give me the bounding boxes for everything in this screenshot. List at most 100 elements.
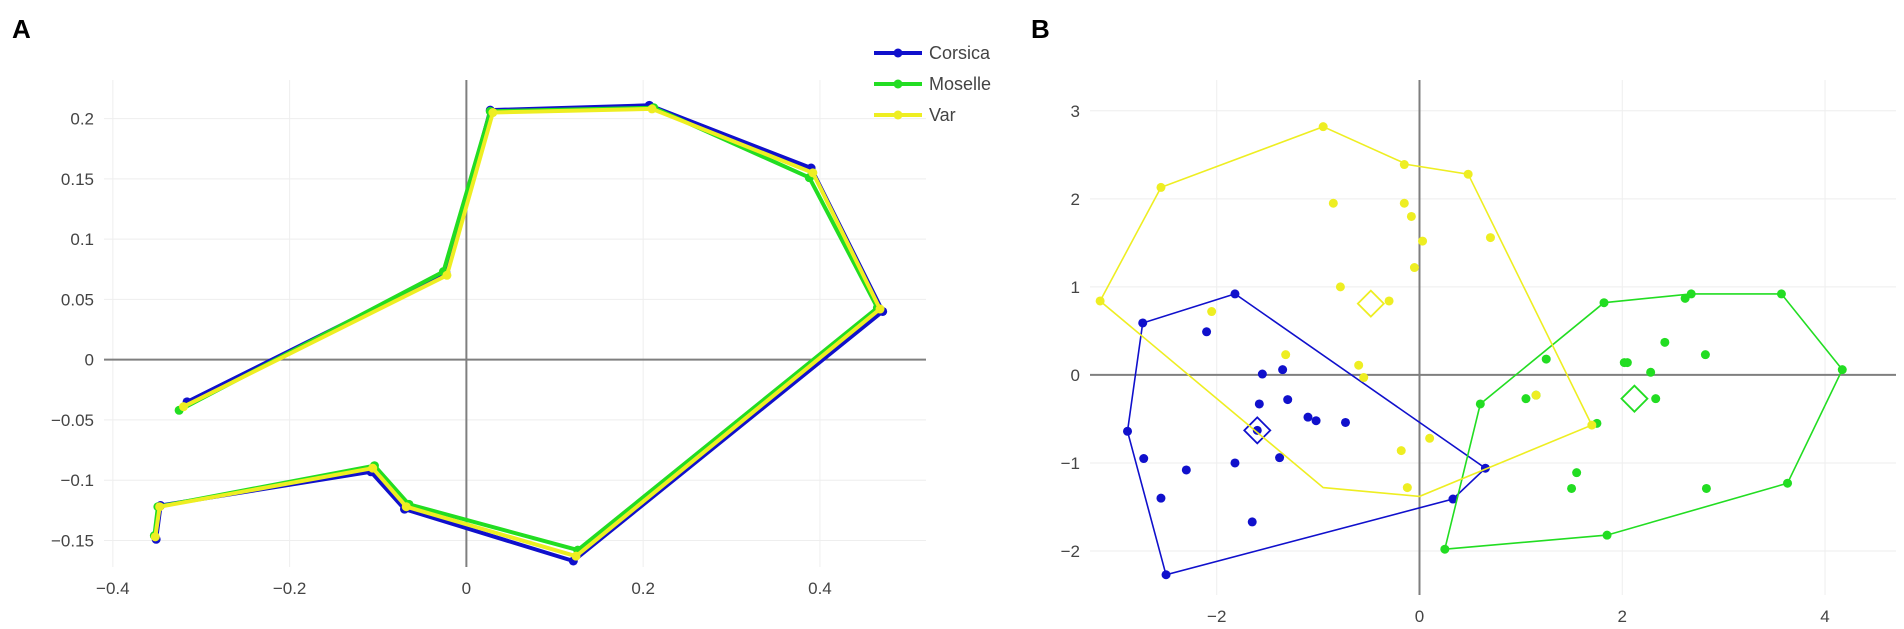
chart-b-centroid-moselle (1620, 384, 1649, 413)
chart-b-point-var (1399, 160, 1409, 170)
chart-a-point-var (155, 502, 165, 512)
chart-b-point-corsica (1252, 425, 1262, 435)
chart-b-x-tick-label: 4 (1820, 607, 1829, 626)
chart-a-y-tick-label: −0.05 (51, 411, 94, 430)
chart-a-x-tick-label: −0.4 (96, 579, 130, 598)
chart-a-line-var (153, 106, 882, 559)
chart-a-point-var (179, 402, 189, 412)
legend-item-var[interactable]: Var (874, 105, 956, 125)
chart-a-point-var (150, 532, 160, 542)
chart-a-x-tick-label: 0.4 (808, 579, 832, 598)
chart-b-point-corsica (1156, 493, 1166, 503)
chart-b-point-var (1485, 233, 1495, 243)
chart-b-hull-var (1099, 125, 1593, 498)
chart-a-point-var (875, 304, 885, 314)
chart-b-y-tick-label: 1 (1071, 278, 1080, 297)
chart-b-point-moselle (1572, 468, 1582, 478)
legend-item-moselle[interactable]: Moselle (874, 74, 991, 94)
chart-b-point-var (1463, 169, 1473, 179)
chart-b-point-var (1425, 433, 1435, 443)
chart-b-point-moselle (1776, 289, 1786, 299)
panel-letter-b: B (1031, 14, 1050, 44)
chart-a-y-tick-label: 0.2 (70, 110, 94, 129)
chart-b-point-moselle (1783, 478, 1793, 488)
chart-b-point-moselle (1622, 358, 1632, 368)
chart-b-point-corsica (1247, 517, 1257, 527)
chart-a: −0.4 −0.2 0 0.2 0.4 −0.15 −0.1 −0.05 0 0.05 0.1 0.1… (51, 80, 926, 598)
chart-b-point-moselle (1602, 530, 1612, 540)
legend-label-moselle: Moselle (929, 74, 991, 94)
chart-b-point-moselle (1475, 399, 1485, 409)
chart-b-hull-moselle (1443, 293, 1844, 551)
chart-b-point-corsica (1181, 465, 1191, 475)
chart-b-point-corsica (1448, 494, 1458, 504)
chart-a-series-var (150, 104, 885, 561)
chart-b-point-moselle (1701, 483, 1711, 493)
chart-b-point-var (1359, 373, 1369, 383)
chart-a-series-corsica (151, 100, 888, 566)
chart-b-point-var (1281, 350, 1291, 360)
chart-b-point-var (1402, 483, 1412, 493)
chart-b-point-moselle (1700, 350, 1710, 360)
chart-b-point-var (1399, 198, 1409, 208)
chart-b-point-corsica (1283, 395, 1293, 405)
chart-b-point-moselle (1646, 367, 1656, 377)
chart-a-line-moselle (152, 105, 880, 553)
chart-b-point-corsica (1303, 412, 1313, 422)
chart-b-point-corsica (1138, 318, 1148, 328)
chart-b-point-var (1328, 198, 1338, 208)
chart-b-series-corsica (1123, 289, 1490, 580)
chart-a-point-var (401, 502, 411, 512)
chart-b-point-var (1156, 182, 1166, 192)
chart-b-point-corsica (1139, 454, 1149, 464)
chart-b-point-moselle (1651, 394, 1661, 404)
chart-a-y-tick-label: 0.05 (61, 290, 94, 309)
chart-a-x-tick-label: 0.2 (631, 579, 655, 598)
chart-b-point-corsica (1123, 426, 1133, 436)
legend-item-corsica[interactable]: Corsica (874, 43, 991, 63)
chart-b-y-tick-label: 2 (1071, 190, 1080, 209)
chart-b-point-var (1531, 390, 1541, 400)
chart-a-y-tick-label: 0.15 (61, 170, 94, 189)
chart-b-point-var (1396, 446, 1406, 456)
chart-b-point-moselle (1567, 483, 1577, 493)
panel-letter-a: A (12, 14, 31, 44)
chart-b-y-tick-label: 3 (1071, 102, 1080, 121)
chart-a-point-var (808, 168, 818, 178)
chart-b-point-corsica (1161, 570, 1171, 580)
chart-b-point-corsica (1254, 399, 1264, 409)
chart-b-x-tick-label: −2 (1207, 607, 1226, 626)
chart-b-point-moselle (1521, 394, 1531, 404)
chart-b-x-tick-label: 2 (1618, 607, 1627, 626)
chart-b-point-var (1095, 296, 1105, 306)
chart-b-point-corsica (1257, 369, 1267, 379)
chart-b-point-moselle (1837, 365, 1847, 375)
legend-marker-var (893, 110, 903, 120)
chart-a-y-tick-label: −0.15 (51, 531, 94, 550)
chart-b-point-corsica (1230, 289, 1240, 299)
chart-b-centroid-var (1356, 289, 1386, 318)
chart-b-point-var (1354, 360, 1364, 370)
chart-b-series-var (1095, 122, 1597, 498)
chart-b-point-moselle (1440, 544, 1450, 554)
chart-a-y-tick-label: 0 (85, 351, 94, 370)
chart-b-point-corsica (1202, 327, 1212, 337)
chart-b-point-moselle (1541, 354, 1551, 364)
chart-b-point-var (1318, 122, 1328, 132)
chart-a-x-tick-label: 0 (462, 579, 471, 598)
legend-marker-moselle (893, 79, 903, 89)
chart-b-point-var (1207, 307, 1217, 317)
chart-b-point-var (1418, 236, 1428, 246)
legend[interactable]: Corsica Moselle Var (874, 43, 991, 125)
chart-b-point-var (1335, 282, 1345, 292)
chart-b-point-var (1384, 296, 1394, 306)
chart-b-point-var (1406, 211, 1416, 221)
chart-a-line-corsica (154, 103, 885, 563)
chart-a-point-var (368, 463, 378, 473)
chart-b-point-var (1409, 263, 1419, 273)
chart-b-point-var (1587, 420, 1597, 430)
chart-a-point-var (571, 551, 581, 561)
chart-a-point-var (647, 104, 657, 114)
chart-b-point-corsica (1278, 365, 1288, 375)
